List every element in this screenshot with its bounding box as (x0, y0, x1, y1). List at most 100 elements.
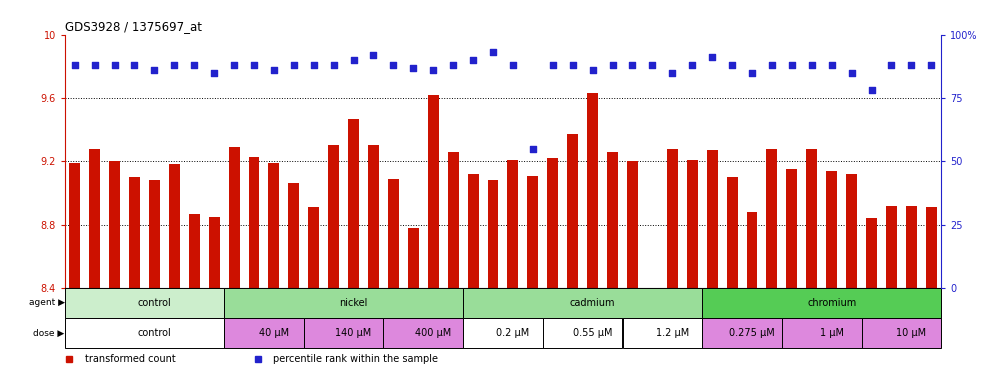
Point (764, 62, 780, 68)
Point (624, 62, 640, 68)
Text: 10 μM: 10 μM (896, 328, 926, 338)
Bar (905, 205, 916, 288)
Bar (726, 177, 737, 288)
Bar (65, 288, 224, 318)
Bar (65, 318, 224, 348)
Bar (89, 149, 100, 288)
Text: dose ▶: dose ▶ (34, 328, 65, 338)
Bar (309, 207, 319, 288)
Point (724, 62, 740, 68)
Bar (707, 150, 717, 288)
Point (844, 70, 860, 76)
Point (664, 70, 680, 76)
Point (465, 57, 481, 63)
Point (565, 62, 581, 68)
Point (923, 62, 939, 68)
Point (644, 62, 660, 68)
Bar (767, 149, 777, 288)
Bar (886, 205, 896, 288)
Point (505, 62, 521, 68)
Text: 40 μM: 40 μM (259, 328, 289, 338)
Bar (188, 214, 199, 288)
Bar (168, 164, 179, 288)
Bar (607, 152, 618, 288)
Bar (807, 149, 817, 288)
Point (326, 62, 342, 68)
Bar (268, 163, 279, 288)
Bar (702, 288, 941, 318)
Point (903, 62, 919, 68)
Bar (148, 180, 159, 288)
Bar (627, 161, 637, 288)
Text: 1.2 μM: 1.2 μM (655, 328, 689, 338)
Point (605, 62, 621, 68)
Bar (463, 288, 702, 318)
Text: nickel: nickel (340, 298, 368, 308)
Point (306, 62, 322, 68)
Bar (348, 119, 359, 288)
Point (166, 62, 182, 68)
Point (525, 146, 541, 152)
Bar (543, 318, 622, 348)
Text: 0.275 μM: 0.275 μM (729, 328, 775, 338)
Point (366, 52, 381, 58)
Point (346, 57, 362, 63)
Bar (926, 207, 936, 288)
Bar (467, 174, 478, 288)
Bar (786, 169, 797, 288)
Text: control: control (137, 328, 171, 338)
Bar (527, 175, 538, 288)
Point (744, 70, 760, 76)
Bar (248, 157, 259, 288)
Bar (228, 147, 239, 288)
Point (246, 62, 262, 68)
Bar (826, 171, 837, 288)
Text: cadmium: cadmium (570, 298, 616, 308)
Point (126, 62, 142, 68)
Point (824, 62, 840, 68)
Bar (507, 160, 518, 288)
Bar (588, 93, 598, 288)
Bar (304, 318, 383, 348)
Bar (110, 161, 121, 288)
Text: control: control (137, 298, 171, 308)
Point (864, 87, 879, 93)
Bar (387, 179, 398, 288)
Point (67, 62, 83, 68)
Point (206, 70, 222, 76)
Point (684, 62, 700, 68)
Point (585, 67, 601, 73)
Point (146, 67, 162, 73)
Bar (368, 146, 378, 288)
Bar (702, 318, 782, 348)
Text: 1 μM: 1 μM (820, 328, 844, 338)
Point (286, 62, 302, 68)
Bar (747, 212, 757, 288)
Bar (622, 318, 702, 348)
Bar (567, 134, 578, 288)
Bar (782, 318, 862, 348)
Point (445, 62, 461, 68)
Text: 0.55 μM: 0.55 μM (573, 328, 613, 338)
Point (107, 62, 123, 68)
Bar (208, 217, 219, 288)
Bar (463, 318, 543, 348)
Bar (383, 318, 463, 348)
Bar (224, 288, 463, 318)
Point (186, 62, 202, 68)
Bar (686, 160, 697, 288)
Point (804, 62, 820, 68)
Bar (487, 180, 498, 288)
Point (226, 62, 242, 68)
Point (385, 62, 401, 68)
Text: transformed count: transformed count (85, 354, 175, 364)
Text: 140 μM: 140 μM (336, 328, 372, 338)
Text: 0.2 μM: 0.2 μM (496, 328, 530, 338)
Bar (667, 149, 677, 288)
Text: percentile rank within the sample: percentile rank within the sample (273, 354, 438, 364)
Point (784, 62, 800, 68)
Point (485, 49, 501, 55)
Text: 400 μM: 400 μM (415, 328, 451, 338)
Bar (548, 158, 558, 288)
Bar (70, 163, 80, 288)
